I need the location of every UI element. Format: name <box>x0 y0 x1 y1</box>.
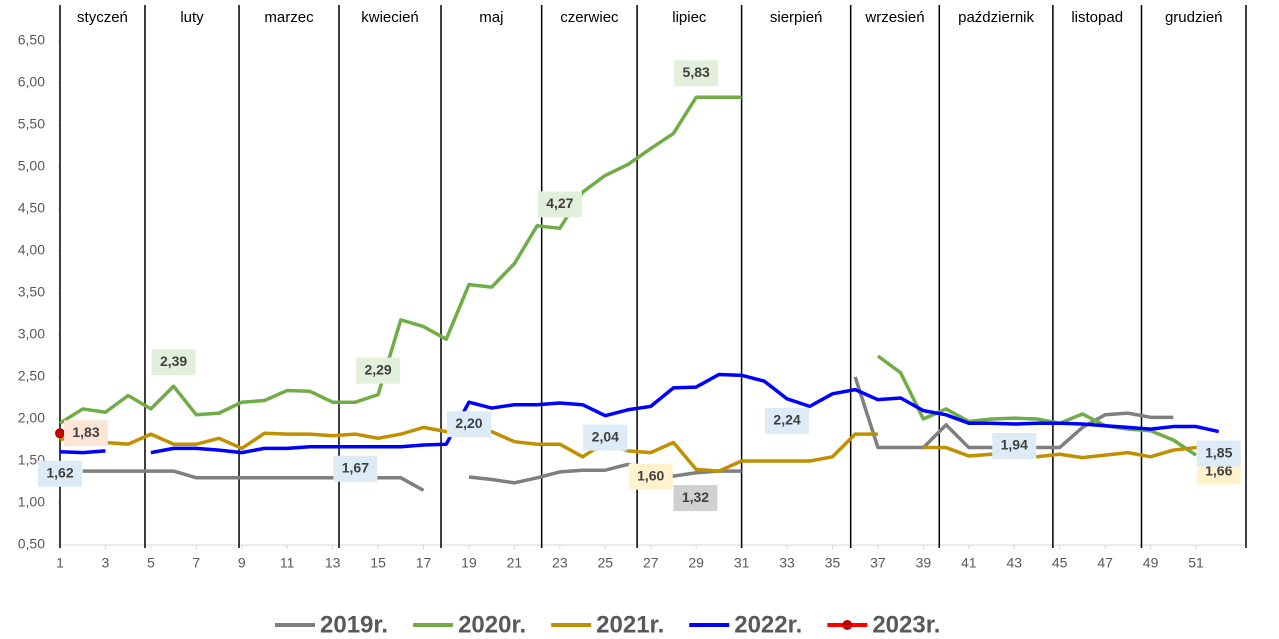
data-label: 2,20 <box>455 415 482 431</box>
series-line <box>468 462 742 485</box>
data-label: 5,83 <box>683 64 710 80</box>
data-label-bg <box>673 485 718 512</box>
y-tick-label: 1,00 <box>18 494 45 510</box>
legend-label: 2022r. <box>734 611 802 638</box>
data-label-bg <box>64 420 108 447</box>
x-tick-label: 9 <box>238 555 246 571</box>
y-tick-label: 6,50 <box>18 32 45 48</box>
data-label-bg <box>628 463 673 490</box>
y-tick-label: 3,00 <box>18 326 45 342</box>
legend-label: 2019r. <box>320 611 388 638</box>
data-label-bg <box>674 60 719 87</box>
month-label: luty <box>180 9 204 26</box>
x-tick-label: 11 <box>280 555 295 571</box>
y-tick-label: 3,50 <box>18 284 45 300</box>
x-tick-label: 21 <box>507 555 523 571</box>
y-tick-label: 5,00 <box>18 158 45 174</box>
x-tick-label: 45 <box>1052 555 1068 571</box>
data-label: 1,94 <box>1001 437 1028 453</box>
month-label: kwiecień <box>361 9 419 26</box>
data-label-bg <box>151 349 196 376</box>
x-tick-label: 35 <box>825 555 841 571</box>
data-label: 1,60 <box>637 467 664 483</box>
month-label: lipiec <box>672 9 707 26</box>
month-label: styczeń <box>77 9 128 26</box>
y-tick-label: 2,00 <box>18 410 45 426</box>
x-tick-label: 23 <box>552 555 568 571</box>
data-label-bg <box>537 191 582 218</box>
x-tick-label: 29 <box>688 555 704 571</box>
data-label-bg <box>583 424 628 451</box>
series-line <box>923 445 1219 460</box>
month-label: grudzień <box>1165 9 1223 26</box>
x-tick-label: 47 <box>1097 555 1113 571</box>
data-label-bg <box>1196 440 1241 467</box>
month-label: czerwiec <box>560 9 619 26</box>
data-label: 1,62 <box>46 464 73 480</box>
series-line <box>59 449 106 455</box>
x-tick-label: 43 <box>1006 555 1022 571</box>
data-label-bg <box>333 455 378 482</box>
legend-label: 2020r. <box>458 611 526 638</box>
x-tick-label: 31 <box>734 555 750 571</box>
month-label: sierpień <box>770 9 823 26</box>
x-tick-label: 5 <box>147 555 155 571</box>
x-tick-label: 17 <box>416 555 432 571</box>
x-tick-label: 41 <box>961 555 977 571</box>
data-label: 1,83 <box>72 424 99 440</box>
y-tick-label: 5,50 <box>18 116 45 132</box>
x-tick-label: 19 <box>461 555 477 571</box>
data-label: 1,32 <box>682 489 709 505</box>
x-tick-label: 15 <box>370 555 386 571</box>
x-tick-label: 13 <box>325 555 341 571</box>
series-line <box>150 372 1220 455</box>
y-tick-label: 4,00 <box>18 242 45 258</box>
data-label-bg <box>356 357 401 384</box>
legend-label: 2023r. <box>872 611 940 638</box>
month-label: marzec <box>264 9 314 26</box>
data-label: 2,24 <box>773 412 800 428</box>
y-tick-label: 6,00 <box>18 74 45 90</box>
data-label: 4,27 <box>546 195 573 211</box>
month-label: listopad <box>1071 9 1123 26</box>
x-tick-label: 49 <box>1143 555 1159 571</box>
x-tick-label: 51 <box>1188 555 1204 571</box>
data-label-bg <box>765 407 810 434</box>
data-label: 2,39 <box>160 353 187 369</box>
data-label-bg <box>446 411 491 438</box>
data-label-bg <box>38 460 82 487</box>
x-tick-label: 25 <box>597 555 613 571</box>
data-label-bg <box>992 433 1037 460</box>
x-tick-label: 39 <box>916 555 932 571</box>
x-tick-label: 33 <box>779 555 795 571</box>
data-label: 2,29 <box>364 361 391 377</box>
x-tick-label: 37 <box>870 555 886 571</box>
data-label: 2,04 <box>592 428 619 444</box>
y-tick-label: 0,50 <box>18 536 45 552</box>
legend-marker <box>842 620 853 630</box>
x-tick-label: 3 <box>102 555 110 571</box>
data-label: 1,67 <box>342 459 369 475</box>
month-label: maj <box>479 9 503 26</box>
y-tick-label: 4,50 <box>18 200 45 216</box>
x-tick-label: 1 <box>56 555 64 571</box>
month-label: wrzesień <box>864 9 924 26</box>
x-tick-label: 27 <box>643 555 659 571</box>
month-label: październik <box>958 9 1034 26</box>
series-marker <box>55 428 65 439</box>
series-line <box>59 95 742 425</box>
data-label: 1,85 <box>1205 444 1232 460</box>
y-tick-label: 2,50 <box>18 368 45 384</box>
x-tick-label: 7 <box>192 555 200 571</box>
legend-label: 2021r. <box>596 611 664 638</box>
series-line <box>876 354 1197 457</box>
